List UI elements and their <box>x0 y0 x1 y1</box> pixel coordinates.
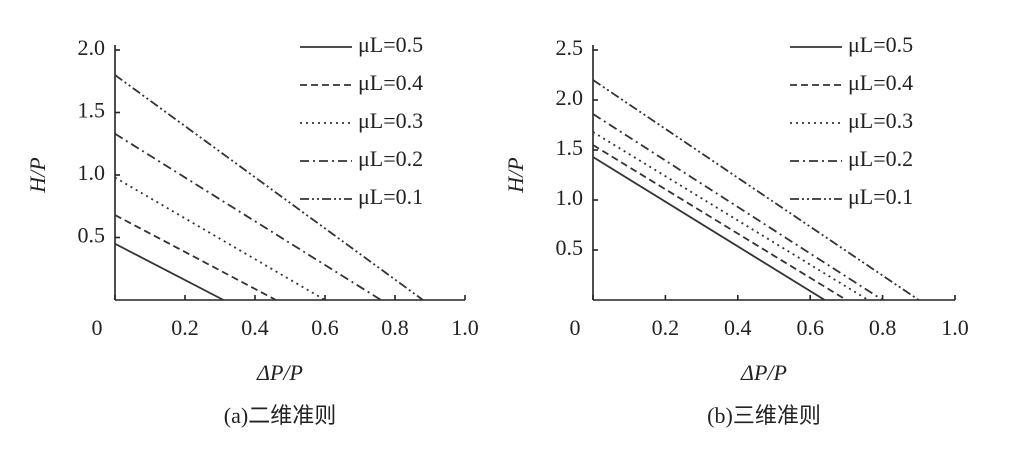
series-line <box>592 144 847 301</box>
x-tick-label: 0.2 <box>171 315 199 340</box>
caption: (b)三维准则 <box>707 403 821 428</box>
y-tick-label: 1.5 <box>78 98 106 123</box>
y-tick-label: 2.0 <box>556 85 584 110</box>
x-tick-label: 0.4 <box>724 315 752 340</box>
x-tick-label: 0.4 <box>241 315 269 340</box>
y-tick-label: 1.0 <box>556 185 584 210</box>
legend-label: μL=0.4 <box>848 70 913 95</box>
x-tick-label: 1.0 <box>941 315 969 340</box>
y-tick-label: 1.5 <box>556 135 584 160</box>
x-tick-label: 0.2 <box>652 315 680 340</box>
x-axis-label: ΔP/P <box>740 360 787 385</box>
x-tick-label: 0.8 <box>869 315 897 340</box>
y-tick-label: 0.5 <box>78 223 106 248</box>
x-tick-label: 0 <box>570 315 581 340</box>
y-axis-label: H/P <box>503 157 528 193</box>
x-tick-label: 0.6 <box>311 315 339 340</box>
legend-label: μL=0.3 <box>848 108 913 133</box>
y-tick-label: 1.0 <box>78 160 106 185</box>
series-line <box>114 176 326 301</box>
legend-label: μL=0.5 <box>848 32 913 57</box>
x-axis-label: ΔP/P <box>256 360 303 385</box>
series-line <box>114 132 382 301</box>
x-tick-label: 0.8 <box>381 315 409 340</box>
y-axis-label: H/P <box>25 157 50 193</box>
y-tick-label: 2.5 <box>556 35 584 60</box>
x-tick-label: 0 <box>92 315 103 340</box>
x-tick-label: 0.6 <box>796 315 824 340</box>
series-line <box>592 113 884 301</box>
caption: (a)二维准则 <box>224 403 336 428</box>
legend-label: μL=0.4 <box>358 70 423 95</box>
series-line <box>592 156 826 301</box>
legend-label: μL=0.3 <box>358 108 423 133</box>
series-line <box>114 214 277 301</box>
legend-label: μL=0.1 <box>848 184 913 209</box>
legend-label: μL=0.5 <box>358 32 423 57</box>
series-line <box>114 242 224 301</box>
legend-label: μL=0.1 <box>358 184 423 209</box>
y-tick-label: 2.0 <box>78 35 106 60</box>
y-tick-label: 0.5 <box>556 235 584 260</box>
series-line <box>592 131 869 301</box>
x-tick-label: 1.0 <box>451 315 479 340</box>
legend-label: μL=0.2 <box>848 146 913 171</box>
legend-label: μL=0.2 <box>358 146 423 171</box>
